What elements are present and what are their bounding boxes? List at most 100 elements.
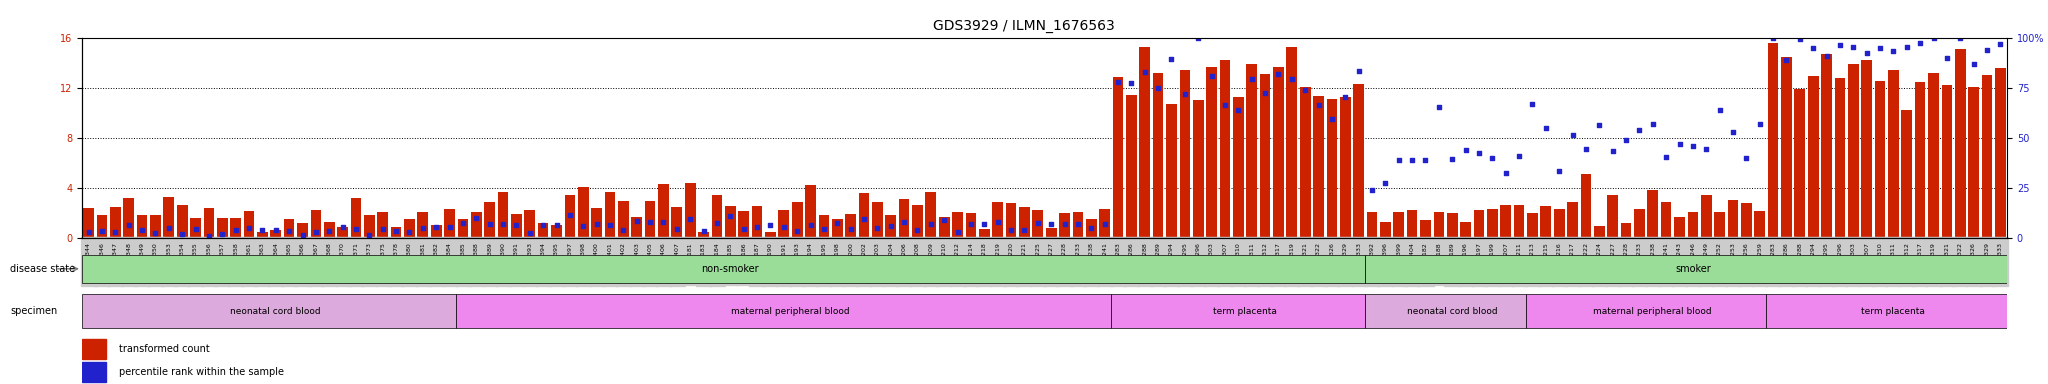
Bar bbox=[176, 205, 188, 238]
Bar bbox=[1927, 73, 1939, 238]
Point bbox=[834, 226, 866, 232]
Point bbox=[754, 222, 786, 228]
Point bbox=[1102, 78, 1135, 84]
Bar bbox=[926, 192, 936, 238]
Bar bbox=[872, 202, 883, 238]
Point bbox=[1583, 122, 1616, 128]
Text: term placenta: term placenta bbox=[1212, 306, 1278, 316]
Point bbox=[406, 225, 438, 231]
Point bbox=[340, 226, 373, 232]
Point bbox=[807, 226, 840, 232]
Bar bbox=[604, 192, 614, 238]
Point bbox=[299, 229, 332, 235]
Bar bbox=[1165, 104, 1178, 238]
Point bbox=[1864, 45, 1896, 51]
Bar bbox=[1126, 96, 1137, 238]
Bar bbox=[1767, 43, 1778, 238]
Point bbox=[1382, 157, 1415, 163]
Bar bbox=[350, 199, 360, 238]
Text: transformed count: transformed count bbox=[119, 344, 209, 354]
Text: maternal peripheral blood: maternal peripheral blood bbox=[731, 306, 850, 316]
Point bbox=[1663, 141, 1696, 147]
Point bbox=[1970, 46, 2003, 53]
Bar bbox=[1782, 57, 1792, 238]
Point bbox=[821, 220, 854, 226]
Bar bbox=[819, 215, 829, 238]
Point bbox=[659, 226, 692, 232]
Point bbox=[287, 232, 319, 238]
Bar bbox=[911, 205, 924, 238]
Bar bbox=[1300, 87, 1311, 238]
Text: neonatal cord blood: neonatal cord blood bbox=[1407, 306, 1497, 316]
Bar bbox=[1608, 195, 1618, 238]
Point bbox=[1169, 91, 1202, 97]
Bar bbox=[1032, 210, 1042, 238]
Point bbox=[1636, 121, 1669, 127]
Point bbox=[1905, 40, 1937, 46]
Bar bbox=[229, 218, 242, 238]
Point bbox=[379, 228, 412, 234]
Point bbox=[1784, 36, 1817, 42]
Bar bbox=[1233, 98, 1243, 238]
Bar bbox=[1540, 206, 1550, 238]
Point bbox=[1757, 35, 1790, 41]
Bar bbox=[1702, 195, 1712, 238]
Point bbox=[1530, 125, 1563, 131]
Point bbox=[1368, 180, 1401, 186]
Bar bbox=[831, 219, 842, 238]
Point bbox=[1489, 170, 1522, 176]
Bar bbox=[778, 210, 788, 238]
Point bbox=[326, 224, 358, 230]
Point bbox=[594, 222, 627, 228]
Bar bbox=[858, 193, 868, 238]
Point bbox=[166, 231, 199, 237]
Bar bbox=[111, 207, 121, 238]
Bar bbox=[684, 184, 696, 238]
Point bbox=[1878, 48, 1911, 55]
Point bbox=[446, 220, 479, 227]
Bar bbox=[698, 232, 709, 238]
Bar bbox=[1688, 212, 1698, 238]
Point bbox=[1917, 35, 1950, 41]
Point bbox=[768, 224, 801, 230]
Point bbox=[72, 229, 104, 235]
Bar bbox=[1206, 67, 1217, 238]
Bar bbox=[1366, 212, 1378, 238]
Bar bbox=[483, 202, 496, 238]
Bar bbox=[1339, 98, 1350, 238]
Point bbox=[367, 226, 399, 232]
Point bbox=[1182, 35, 1214, 41]
Bar bbox=[471, 212, 481, 238]
Bar bbox=[1714, 212, 1724, 238]
Bar bbox=[1501, 205, 1511, 238]
Bar bbox=[137, 215, 147, 238]
Point bbox=[1223, 107, 1255, 113]
Point bbox=[541, 222, 573, 228]
Point bbox=[487, 221, 520, 227]
Point bbox=[1034, 221, 1067, 227]
Bar bbox=[524, 210, 535, 238]
Bar bbox=[1968, 88, 1978, 238]
Bar bbox=[846, 214, 856, 238]
Text: maternal peripheral blood: maternal peripheral blood bbox=[1593, 306, 1712, 316]
Point bbox=[246, 227, 279, 233]
Point bbox=[1890, 45, 1923, 51]
Bar bbox=[217, 218, 227, 238]
Bar bbox=[539, 223, 549, 238]
Bar bbox=[1487, 209, 1497, 238]
Point bbox=[727, 226, 760, 232]
Point bbox=[500, 222, 532, 228]
Bar bbox=[457, 219, 469, 238]
Point bbox=[86, 228, 119, 234]
Point bbox=[1622, 127, 1655, 133]
Point bbox=[1208, 103, 1241, 109]
Bar bbox=[297, 223, 307, 238]
Text: percentile rank within the sample: percentile rank within the sample bbox=[119, 366, 285, 377]
Bar bbox=[965, 213, 977, 238]
Bar bbox=[672, 207, 682, 238]
Point bbox=[1823, 41, 1855, 48]
Point bbox=[860, 225, 893, 231]
Bar bbox=[578, 187, 588, 238]
Bar bbox=[123, 198, 133, 238]
Bar bbox=[1513, 205, 1524, 238]
